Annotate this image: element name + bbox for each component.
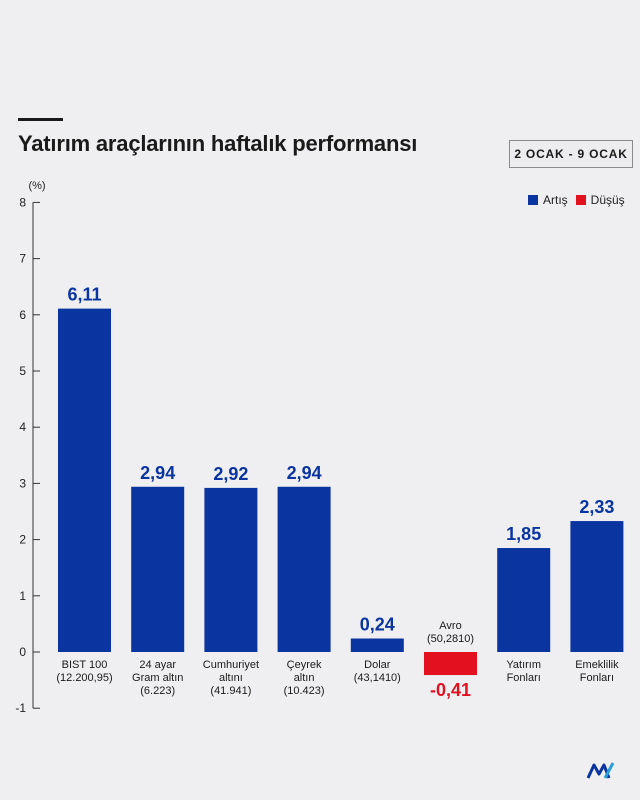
category-label: altın bbox=[294, 672, 315, 684]
bar-value-label: -0,41 bbox=[430, 680, 471, 700]
bar-value-label: 6,11 bbox=[67, 285, 101, 305]
bar-4 bbox=[350, 638, 404, 652]
category-label: Çeyrek bbox=[287, 659, 322, 671]
page-title: Yatırım araçlarının haftalık performansı bbox=[18, 131, 418, 156]
category-label: Yatırım bbox=[506, 659, 541, 671]
bar-1 bbox=[131, 486, 185, 652]
bar-6 bbox=[497, 548, 551, 652]
category-label: (50,2810) bbox=[427, 633, 474, 645]
legend-item-decrease: Düşüş bbox=[575, 193, 625, 207]
chart-legend: Artış Düşüş bbox=[528, 193, 633, 207]
legend-label-decrease: Düşüş bbox=[590, 193, 625, 207]
y-tick-label: 1 bbox=[19, 589, 26, 603]
category-label: (43,1410) bbox=[354, 672, 401, 684]
date-range-badge: 2 OCAK - 9 OCAK bbox=[509, 140, 633, 168]
category-label: (10.423) bbox=[284, 685, 325, 697]
bar-7 bbox=[570, 521, 624, 652]
category-label: altını bbox=[219, 672, 243, 684]
legend-label-increase: Artış bbox=[543, 193, 568, 207]
category-label: BIST 100 bbox=[62, 659, 108, 671]
title-accent-bar bbox=[18, 118, 63, 121]
y-tick-label: 7 bbox=[19, 252, 26, 266]
bar-value-label: 0,24 bbox=[360, 615, 395, 635]
y-tick-label: 0 bbox=[19, 645, 26, 659]
category-label: (41.941) bbox=[210, 685, 251, 697]
legend-swatch-increase bbox=[528, 195, 538, 205]
category-label: Avro bbox=[439, 620, 461, 632]
category-label: 24 ayar bbox=[139, 659, 176, 671]
y-tick-label: 2 bbox=[19, 533, 26, 547]
category-label: Fonları bbox=[507, 672, 541, 684]
category-label: Cumhuriyet bbox=[203, 659, 259, 671]
category-label: Dolar bbox=[364, 659, 391, 671]
bar-value-label: 2,94 bbox=[287, 463, 322, 483]
y-tick-label: 3 bbox=[19, 476, 26, 490]
y-axis-unit-label: (%) bbox=[28, 180, 45, 192]
bar-value-label: 2,92 bbox=[213, 464, 248, 484]
category-label: (6.223) bbox=[140, 685, 175, 697]
category-label: (12.200,95) bbox=[56, 672, 112, 684]
bar-0 bbox=[58, 308, 111, 652]
category-label: Fonları bbox=[580, 672, 614, 684]
y-tick-label: 5 bbox=[19, 364, 26, 378]
legend-swatch-decrease bbox=[575, 195, 586, 205]
legend-item-increase: Artış bbox=[528, 193, 568, 207]
bar-3 bbox=[277, 486, 331, 652]
category-label: Gram altın bbox=[132, 672, 183, 684]
bar-value-label: 2,33 bbox=[579, 497, 614, 517]
mv-logo-icon bbox=[586, 762, 615, 779]
y-tick-label: -1 bbox=[15, 701, 26, 715]
category-label: Emeklilik bbox=[575, 659, 619, 671]
bar-5 bbox=[424, 652, 477, 676]
bar-value-label: 1,85 bbox=[506, 524, 541, 544]
bar-2 bbox=[204, 487, 258, 652]
y-tick-label: 8 bbox=[19, 195, 26, 209]
y-tick-label: 6 bbox=[19, 308, 26, 322]
y-tick-label: 4 bbox=[19, 420, 26, 434]
bar-value-label: 2,94 bbox=[140, 463, 175, 483]
